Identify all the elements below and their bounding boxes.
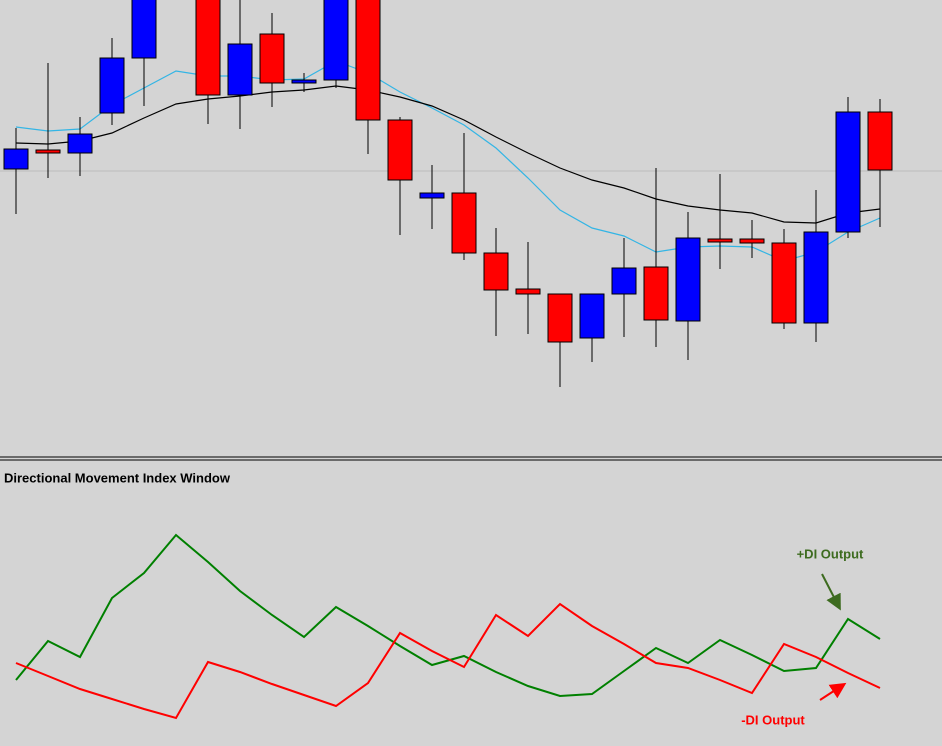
candle-body	[195, 0, 221, 96]
candle-body	[291, 79, 317, 84]
indicator-line	[15, 602, 881, 720]
candle-body	[483, 252, 509, 291]
price-pane	[3, 0, 893, 387]
candle-body	[835, 111, 861, 233]
candle-body	[259, 33, 285, 84]
annotation-arrow	[819, 682, 847, 701]
candle-body	[771, 242, 797, 324]
candle-body	[803, 231, 829, 324]
candle-body	[515, 288, 541, 295]
annotation: +DI Output	[797, 546, 864, 561]
annotation: -DI Output	[741, 712, 805, 727]
indicator-line	[15, 533, 881, 698]
candle-body	[547, 293, 573, 343]
annotation-arrow	[821, 573, 841, 611]
candle-body	[131, 0, 157, 59]
indicator-pane	[15, 533, 881, 720]
candle-body	[675, 237, 701, 322]
candle-body	[643, 266, 669, 321]
candle-body	[707, 238, 733, 243]
candle-body	[867, 111, 893, 171]
moving-average	[15, 60, 881, 262]
candle-body	[67, 133, 93, 154]
candle-body	[3, 148, 29, 170]
candle-body	[611, 267, 637, 295]
indicator-title: Directional Movement Index Window	[4, 470, 231, 485]
candle-body	[419, 192, 445, 199]
candle-body	[99, 57, 125, 114]
candle-body	[739, 238, 765, 244]
candle-body	[35, 149, 61, 154]
moving-average	[15, 85, 881, 224]
candle-body	[355, 0, 381, 121]
candle-body	[227, 43, 253, 96]
candle-body	[387, 119, 413, 181]
candle-body	[451, 192, 477, 254]
candle-body	[579, 293, 605, 339]
candle-body	[323, 0, 349, 81]
